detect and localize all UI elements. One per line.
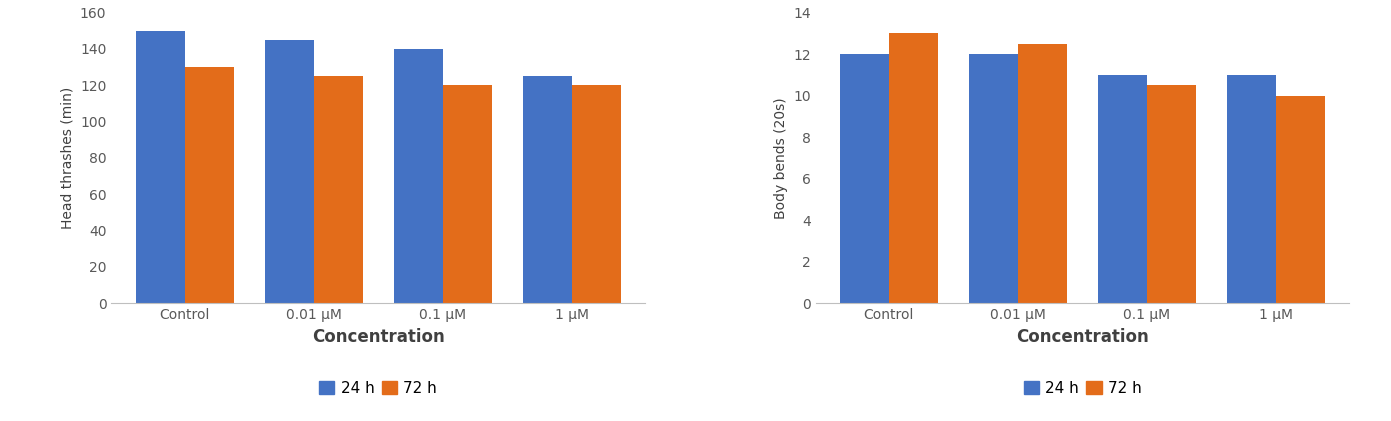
- Bar: [313, 76, 363, 303]
- Bar: [523, 76, 572, 303]
- Y-axis label: Body bends (20s): Body bends (20s): [773, 97, 787, 218]
- Bar: [970, 54, 1018, 303]
- Legend: 24 h, 72 h: 24 h, 72 h: [1017, 375, 1148, 402]
- X-axis label: Concentration: Concentration: [312, 328, 445, 346]
- Legend: 24 h, 72 h: 24 h, 72 h: [313, 375, 444, 402]
- Y-axis label: Head thrashes (min): Head thrashes (min): [60, 87, 74, 229]
- Bar: [1097, 75, 1148, 303]
- Bar: [1148, 85, 1196, 303]
- Bar: [264, 40, 313, 303]
- Bar: [889, 33, 938, 303]
- X-axis label: Concentration: Concentration: [1015, 328, 1149, 346]
- Bar: [1018, 44, 1067, 303]
- Bar: [1227, 75, 1276, 303]
- Bar: [135, 31, 185, 303]
- Bar: [840, 54, 889, 303]
- Bar: [572, 85, 620, 303]
- Bar: [394, 49, 442, 303]
- Bar: [1276, 96, 1326, 303]
- Bar: [442, 85, 491, 303]
- Bar: [185, 67, 234, 303]
